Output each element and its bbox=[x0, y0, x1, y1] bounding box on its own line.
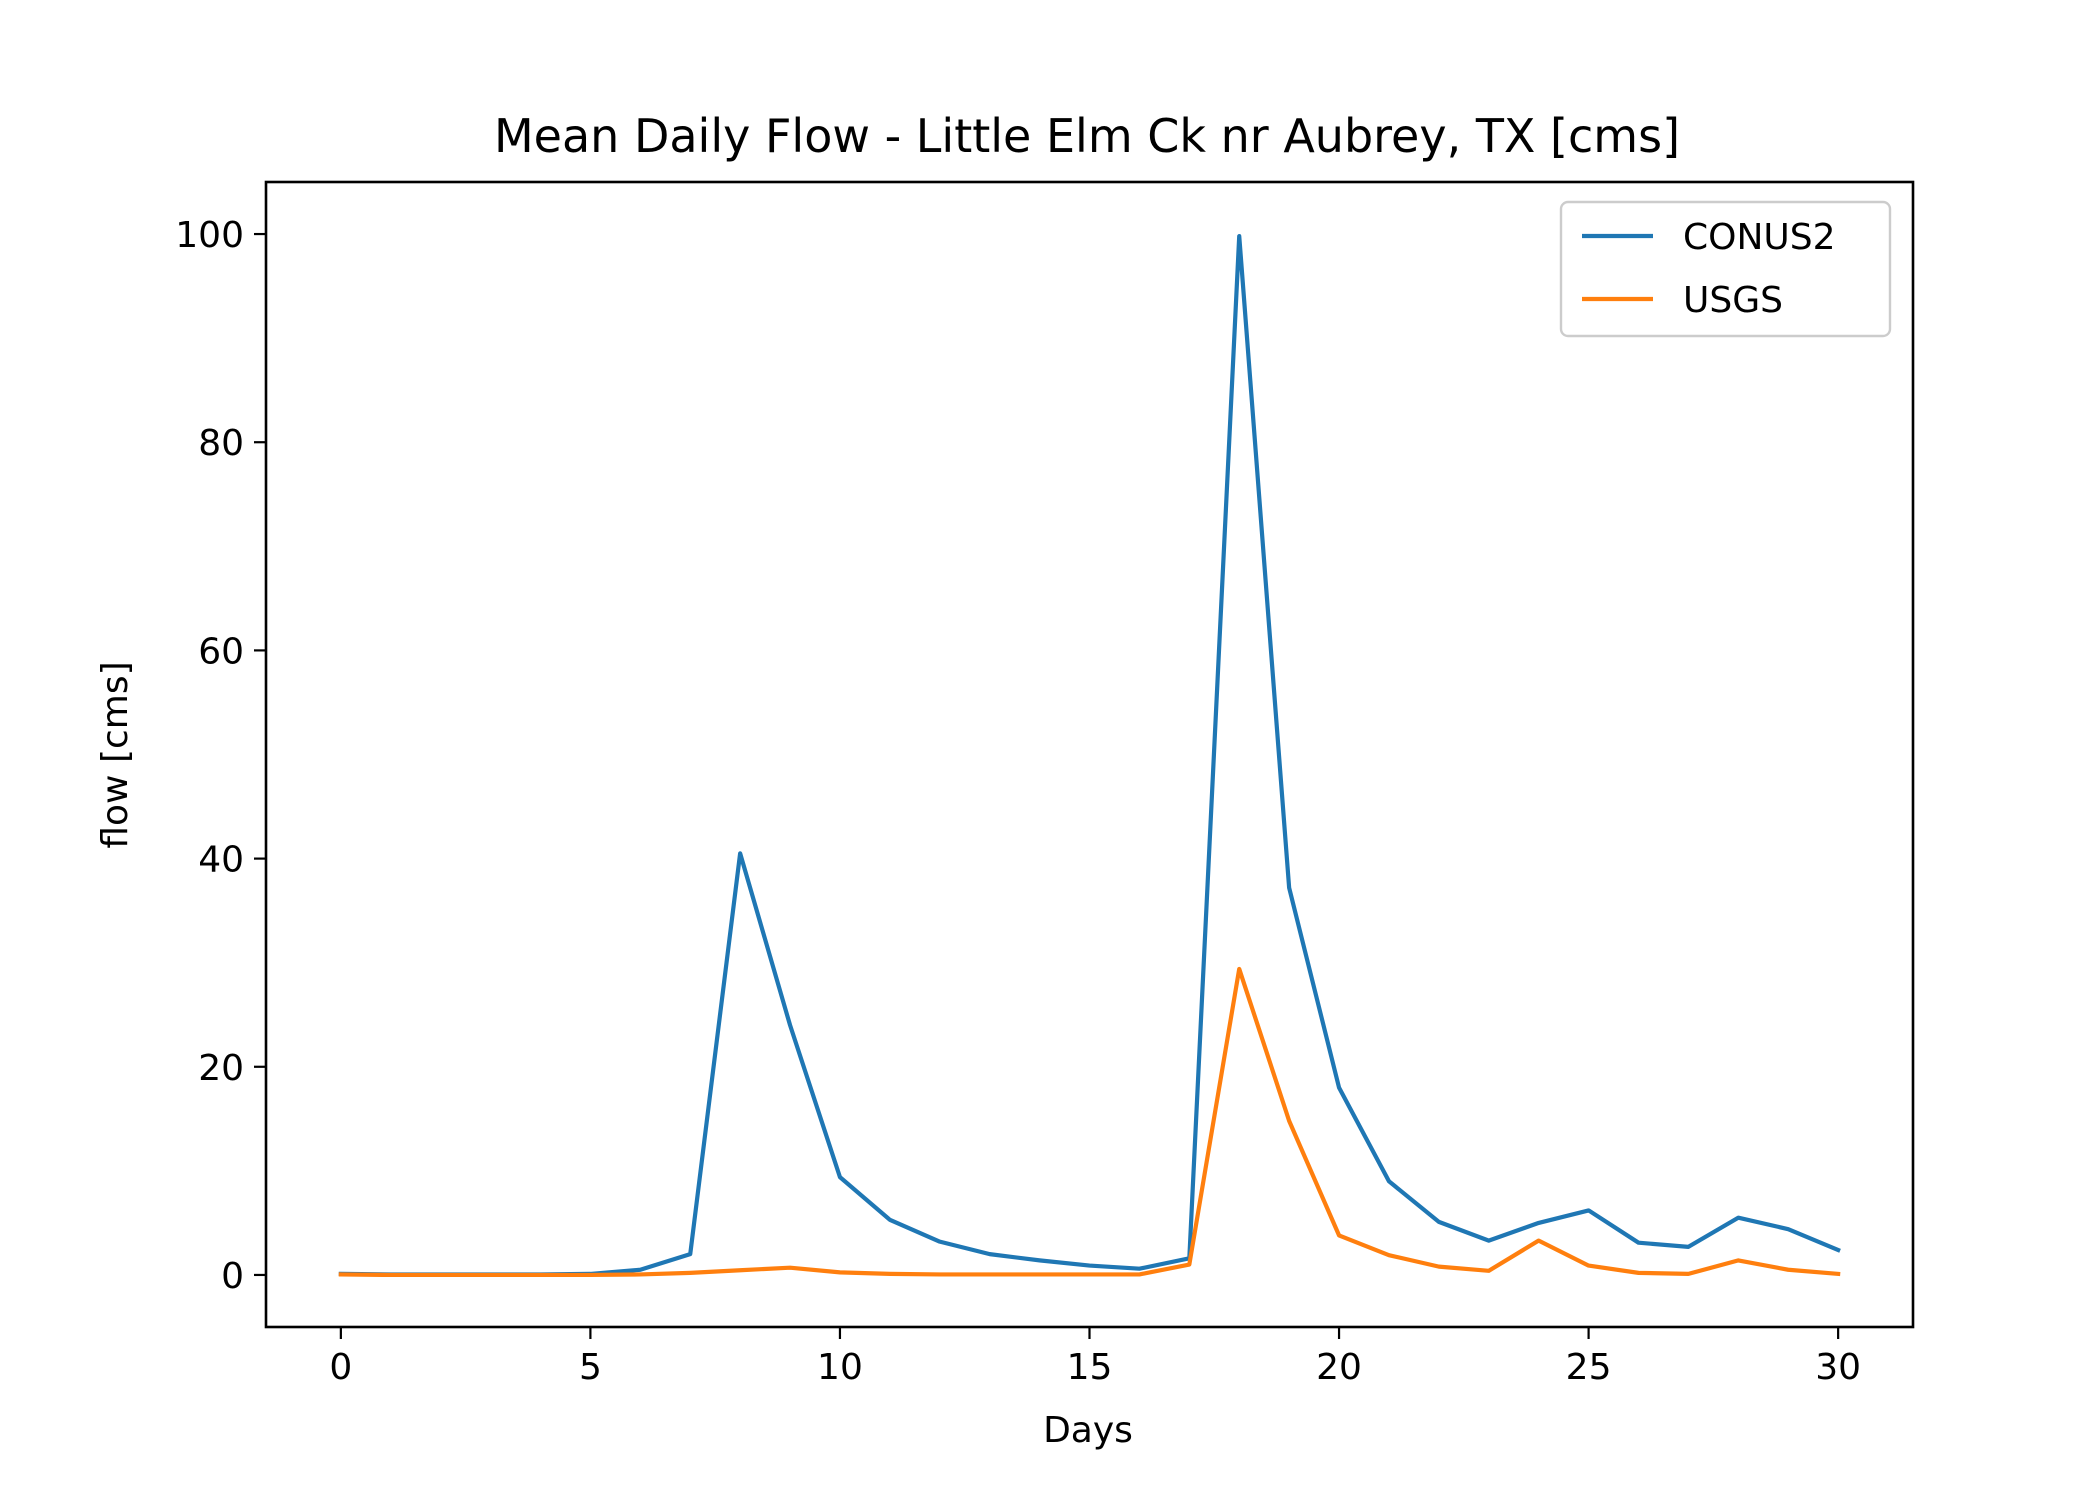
chart-title: Mean Daily Flow - Little Elm Ck nr Aubre… bbox=[494, 109, 1680, 163]
legend-items: CONUS2 USGS bbox=[1582, 217, 1836, 321]
y-axis-label: flow [cms] bbox=[95, 661, 136, 848]
x-tick-label: 25 bbox=[1566, 1347, 1612, 1388]
y-tick-label: 40 bbox=[198, 840, 244, 881]
y-tick-label: 20 bbox=[198, 1048, 244, 1089]
x-tick-label: 5 bbox=[579, 1347, 602, 1388]
legend: CONUS2 USGS bbox=[1559, 200, 1892, 338]
x-tick-label: 10 bbox=[817, 1347, 863, 1388]
x-tick-label: 15 bbox=[1067, 1347, 1113, 1388]
x-axis-label: Days bbox=[1043, 1410, 1133, 1451]
x-tick-label: 30 bbox=[1815, 1347, 1861, 1388]
x-axis: 0 5 10 15 20 25 30 bbox=[329, 1327, 1861, 1388]
y-tick-label: 60 bbox=[198, 631, 244, 672]
x-tick-label: 20 bbox=[1316, 1347, 1362, 1388]
x-tick-label: 0 bbox=[329, 1347, 352, 1388]
y-tick-label: 80 bbox=[198, 423, 244, 464]
series-layer bbox=[338, 234, 1841, 1278]
y-tick-label: 100 bbox=[175, 215, 244, 256]
series-line-usgs bbox=[338, 966, 1841, 1278]
legend-label-usgs: USGS bbox=[1683, 280, 1783, 321]
legend-label-conus2: CONUS2 bbox=[1683, 217, 1836, 258]
y-axis: 0 20 40 60 80 100 bbox=[175, 215, 266, 1297]
y-tick-label: 0 bbox=[221, 1256, 244, 1297]
